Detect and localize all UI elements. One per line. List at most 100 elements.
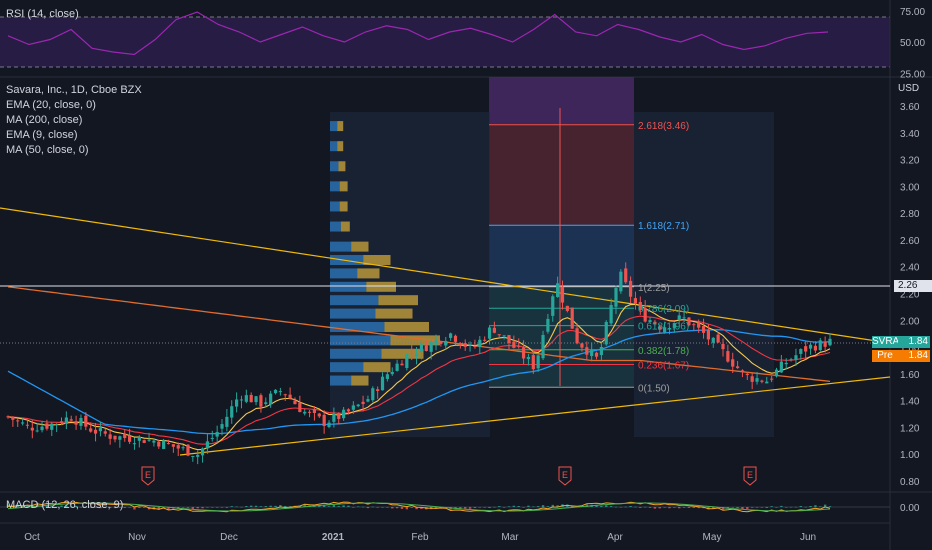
volume-profile-bar-down [366,281,396,292]
macd-histogram-bar [712,507,715,509]
fib-level-label: 0.618(1.96) [638,322,689,333]
candle-body [89,428,93,432]
candle-body [235,399,239,407]
currency-label[interactable]: USD [898,83,920,94]
macd-histogram-bar [678,507,681,509]
macd-histogram-bar [288,506,292,507]
candle-body [478,339,482,348]
macd-histogram-bar [687,507,691,508]
candle-body [774,369,779,377]
macd-histogram-bar [254,505,258,507]
price-tick-label: 1.80 [900,343,920,354]
legend-ema20[interactable]: EMA (20, close, 0) [6,99,96,111]
candle-body [132,443,137,445]
candle-body [45,423,49,429]
candle-body [745,373,749,376]
candle-body [79,418,83,426]
candle-body [405,354,409,368]
fib-zone-top [489,77,634,124]
candle-body [69,419,73,421]
macd-histogram-bar [337,506,340,507]
macd-histogram-bar [809,506,812,507]
fib-labels: 2.618(3.46) 1.618(2.71) 1(2.25) 0.786(2.09)… [638,121,689,395]
rsi-axis[interactable]: 75.00 50.00 25.00 [900,7,925,81]
macd-histogram-bar [352,507,355,508]
legend-ma50[interactable]: MA (50, close, 0) [6,144,89,156]
macd-histogram-bar [245,506,248,507]
candle-body [560,286,565,303]
macd-histogram-bar [55,506,58,508]
candle-body [395,363,399,371]
macd-histogram-bar [643,506,647,508]
candle-body [556,283,560,297]
macd-histogram-bar [347,505,350,507]
candle-body [517,345,521,347]
price-axis[interactable]: 3.60 3.40 3.20 3.00 2.80 2.60 2.40 2.20 2.00 1.80… [900,102,920,488]
macd-histogram-bar [609,506,613,507]
volume-profile-bar-up [330,335,391,346]
price-tick-label: 2.00 [900,316,920,327]
candle-body [303,411,307,414]
rsi-tick-label: 50.00 [900,38,925,49]
volume-profile-bar-down [351,241,369,252]
time-tick-label: 2021 [322,532,345,543]
candle-body [346,409,351,412]
time-axis[interactable]: Oct Nov Dec 2021 Feb Mar Apr May Jun [24,532,816,543]
ascending-trendline [179,376,891,456]
descending-trendline [0,207,891,344]
macd-histogram-bar [376,507,379,508]
legend-symbol[interactable]: Savara, Inc., 1D, Cboe BZX [6,84,142,96]
candle-body [157,441,161,447]
candle-body [692,324,696,326]
macd-axis[interactable]: 0.00 [900,503,920,514]
candle-body [453,335,458,342]
candles [6,262,832,465]
macd-histogram-bar [459,507,462,509]
candle-body [137,437,141,441]
volume-profile-bar-down [351,375,369,386]
fib-level-label: 0.786(2.09) [638,304,689,315]
macd-histogram-bar [405,507,409,510]
candle-body [108,434,112,439]
macd-histogram-bar [128,507,131,508]
volume-profile-bar-up [330,201,340,212]
macd-histogram-bar [648,507,652,508]
earnings-marker-icon [743,466,757,486]
macd-histogram-bar [673,507,676,508]
macd-histogram-bar [84,506,88,508]
candle-body [813,345,818,351]
candle-body [468,344,472,346]
macd-histogram-bar [60,505,63,507]
macd-histogram-bar [191,507,195,509]
candle-body [658,326,662,330]
macd-histogram-bar [40,505,44,507]
macd-histogram-bar [478,507,481,508]
candle-body [735,366,740,369]
legend-ma200[interactable]: MA (200, close) [6,114,83,126]
candle-body [166,443,171,445]
macd-histogram-bar [634,506,637,508]
candle-body [604,321,608,345]
legend-ema9[interactable]: EMA (9, close) [6,129,78,141]
candle-body [507,335,511,344]
volume-profile-bar-down [339,201,348,212]
candle-body [614,288,618,307]
macd-legend[interactable]: MACD (12, 26, close, 9) [6,499,124,511]
candle-body [473,345,477,347]
level-price-tag: 2.26 [894,280,932,292]
candle-body [424,345,428,351]
macd-histogram-bar [215,507,219,508]
candle-body [342,409,346,419]
macd-histogram-bar [697,507,700,509]
candle-body [444,340,448,346]
macd-histogram-bar [26,505,29,507]
macd-histogram-bar [464,507,467,509]
macd-histogram-bar [327,506,331,507]
macd-histogram-bar [828,506,832,507]
candle-body [196,454,200,457]
rsi-legend[interactable]: RSI (14, close) [6,8,79,20]
price-tick-label: 1.40 [900,397,920,408]
macd-histogram-bar [206,507,209,508]
macd-histogram-bar [653,507,657,509]
